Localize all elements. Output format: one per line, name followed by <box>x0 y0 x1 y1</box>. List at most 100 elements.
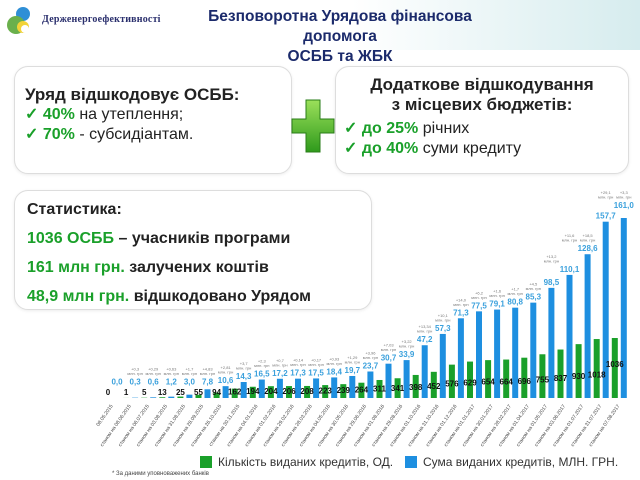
sum-label: 17,5 <box>308 368 324 377</box>
legend-swatch-green <box>200 456 212 468</box>
x-tick-label: 08.05.2015 <box>95 404 114 428</box>
legend-item-count: Кількість виданих кредитів, ОД. <box>200 455 393 469</box>
count-label: 264 <box>355 386 369 395</box>
gov-compensation-box: Уряд відшкодовує ОСББ: ✓ 40% на утепленн… <box>14 66 292 174</box>
sum-label: 77,5 <box>471 301 487 310</box>
count-label: 341 <box>391 384 405 393</box>
bar-count <box>249 386 256 398</box>
increment-label: +3,3 млн. грн <box>616 190 631 200</box>
local-heading-1: Додаткове відшкодування <box>370 75 594 94</box>
sum-label: 23,7 <box>363 362 379 371</box>
count-label: 1036 <box>606 360 624 369</box>
bar-count <box>557 349 564 398</box>
increment-label: +14,0 млн. грн <box>453 297 468 307</box>
sum-label: 79,1 <box>489 300 505 309</box>
sum-label: 110,1 <box>560 265 580 274</box>
bar-sum <box>476 311 482 398</box>
increment-label: +29,1 млн. грн <box>598 190 613 200</box>
increment-label: +4,5 млн. грн <box>526 282 541 292</box>
increment-label: +1,29 млн. грн <box>345 355 360 365</box>
bar-sum <box>439 333 446 398</box>
bar-count <box>611 338 618 398</box>
count-label: 398 <box>409 383 423 392</box>
sum-label: 0,6 <box>148 378 160 387</box>
sum-label: 30,7 <box>381 354 397 363</box>
increment-label: +3,22 млн. грн <box>399 339 414 349</box>
increment-label: +3,7 млн. грн <box>236 361 251 371</box>
bar-count <box>267 386 274 398</box>
count-label: 629 <box>463 378 477 387</box>
page-title: Безповоротна Урядова фінансова допомога … <box>195 7 485 67</box>
count-label: 696 <box>518 377 532 386</box>
count-label: 223 <box>319 386 333 395</box>
sum-label: 57,3 <box>435 324 451 333</box>
sum-label: 1,2 <box>166 378 178 387</box>
count-label: 194 <box>246 387 260 396</box>
bar-sum <box>331 377 338 398</box>
bar-sum <box>240 382 247 398</box>
local-compensation-box: Додаткове відшкодування з місцевих бюдже… <box>335 66 629 174</box>
increment-label: +0,3 млн. грн <box>127 367 142 377</box>
sum-label: 128,6 <box>578 244 599 253</box>
plus-icon <box>291 99 335 153</box>
gov-heading: Уряд відшкодовує ОСББ: <box>25 85 240 104</box>
stats-line: 1036 ОСББ – учасників програми <box>27 230 291 247</box>
increment-label: +0,7 млн. грн <box>272 358 287 368</box>
bar-sum <box>548 287 555 398</box>
bar-sum <box>457 318 464 398</box>
bar-sum <box>258 379 265 398</box>
bar-count <box>521 357 528 398</box>
sum-label: 7,8 <box>202 378 214 387</box>
stats-heading: Статистика: <box>27 201 122 218</box>
bar-count <box>376 379 383 398</box>
increment-label: +6,2 млн. грн <box>471 290 486 300</box>
local-item: ✓ до 40% суми кредиту <box>344 140 522 157</box>
bar-count <box>575 344 582 398</box>
count-label: 55 <box>194 388 203 397</box>
sum-label: 18,4 <box>326 367 342 376</box>
bar-sum <box>295 378 301 398</box>
bar-count <box>304 385 311 398</box>
count-label: 0 <box>106 388 111 397</box>
bar-sum <box>584 254 591 398</box>
bar-count <box>593 339 600 398</box>
bar-sum <box>186 394 193 398</box>
count-label: 13 <box>158 388 167 397</box>
sum-label: 161,0 <box>614 201 635 210</box>
bar-count <box>213 392 220 398</box>
local-item: ✓ до 25% річних <box>344 120 470 137</box>
bar-count <box>412 374 419 398</box>
bar-count <box>195 394 202 398</box>
bar-count <box>231 388 238 398</box>
count-label: 94 <box>212 388 221 397</box>
increment-label: +0,63 млн. грн <box>164 367 179 377</box>
increment-label: +0,17 млн. грн <box>308 357 323 367</box>
bar-sum <box>620 218 627 398</box>
logo-icon <box>7 7 30 34</box>
increment-label: +13,2 млн. грн <box>544 254 559 264</box>
legend-swatch-blue <box>405 456 417 468</box>
bar-sum <box>276 378 283 398</box>
increment-label: +18,5 млн. грн <box>580 233 595 243</box>
increment-label: +10,1 млн. грн <box>435 313 450 323</box>
count-label: 452 <box>427 382 441 391</box>
local-heading-2: з місцевих бюджетів: <box>391 95 573 114</box>
sum-label: 80,8 <box>507 298 523 307</box>
count-label: 208 <box>300 387 314 396</box>
sum-label: 71,3 <box>453 308 469 317</box>
increment-label: +0,93 млн. грн <box>326 356 341 366</box>
increment-label: +11,6 млн. грн <box>562 233 577 243</box>
increment-label: +1,6 млн. грн <box>489 289 504 299</box>
bar-count <box>358 382 365 398</box>
count-label: 311 <box>373 385 386 394</box>
title-line-1: Безповоротна Урядова фінансова допомога <box>208 8 472 45</box>
increment-label: +1,7 млн. грн <box>507 287 522 297</box>
bar-sum <box>512 307 519 398</box>
count-label: 837 <box>554 374 568 383</box>
bar-sum <box>367 371 374 398</box>
gov-item: ✓ 70% - субсидіантам. <box>25 126 194 143</box>
sum-label: 47,2 <box>417 335 433 344</box>
increment-label: +7,03 млн. грн <box>381 343 396 353</box>
bar-count <box>503 359 510 398</box>
